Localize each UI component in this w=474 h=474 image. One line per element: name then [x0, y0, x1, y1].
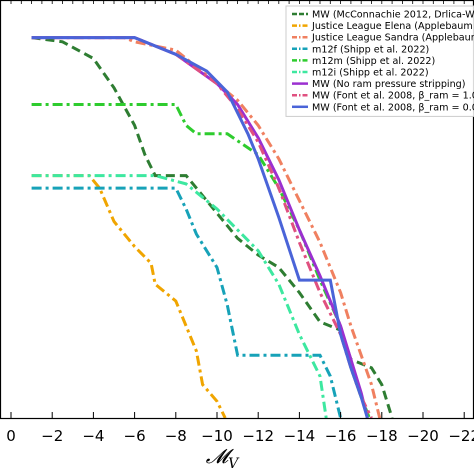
legend-box: [285, 5, 474, 117]
legend-entry: Justice League Elena (Applebaum et al. 2: [311, 21, 474, 32]
legend-entry: MW (Font et al. 2008, β_ram = 0.01): [312, 102, 474, 113]
legend-entry: m12f (Shipp et al. 2022): [312, 44, 429, 55]
legend: MW (McConnachie 2012, Drlica-Wagner+2Jus…: [285, 5, 474, 117]
x-tick-label: −18: [366, 427, 398, 445]
series-line-1: [31, 174, 227, 419]
x-axis-label: 𝓜V: [206, 444, 240, 472]
x-tick-label: −12: [242, 427, 274, 445]
series-line-8: [31, 36, 369, 419]
series-line-5: [31, 174, 328, 419]
series-line-3: [31, 186, 343, 419]
legend-entry: Justice League Sandra (Applebaum et al. …: [311, 33, 474, 44]
x-tick-label: 0: [6, 427, 16, 445]
x-tick-label: −10: [201, 427, 233, 445]
series-line-2: [31, 36, 382, 419]
legend-entry: MW (Font et al. 2008, β_ram = 1.00): [312, 91, 474, 102]
x-tick-label: −14: [284, 427, 316, 445]
x-tick-label: −20: [407, 427, 439, 445]
x-tick-label: −2: [41, 427, 63, 445]
legend-entry: MW (McConnachie 2012, Drlica-Wagner+2: [312, 10, 474, 21]
x-tick-label: −16: [325, 427, 357, 445]
x-tick-label: −6: [124, 427, 146, 445]
x-axis: 0 −2 −4 −6 −8 −10 −12 −14 −16 −18 −20 −22: [6, 0, 474, 445]
legend-entry: MW (No ram pressure stripping): [312, 79, 466, 90]
legend-entry: m12i (Shipp et al. 2022): [312, 68, 429, 79]
x-tick-label: −4: [82, 427, 104, 445]
legend-entry: m12m (Shipp et al. 2022): [312, 56, 435, 67]
x-tick-label: −8: [165, 427, 187, 445]
x-tick-label: −22: [448, 427, 474, 445]
series-layer: [31, 36, 394, 419]
